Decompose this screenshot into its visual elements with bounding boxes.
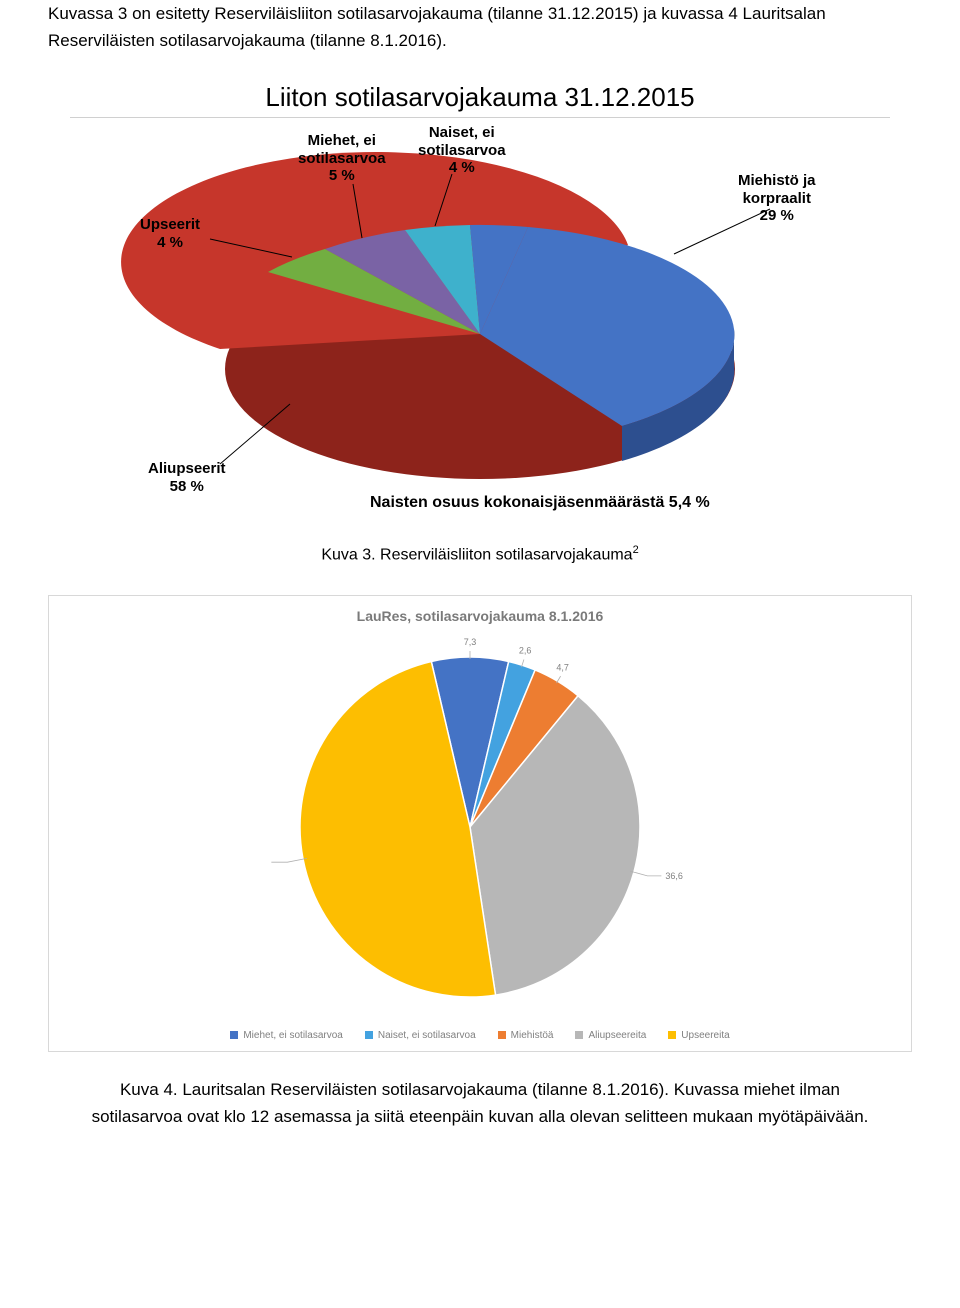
- legend-item: Aliupseereita: [575, 1030, 646, 1041]
- legend-item: Naiset, ei sotilasarvoa: [365, 1030, 476, 1041]
- legend-label: Naiset, ei sotilasarvoa: [378, 1030, 476, 1041]
- chart2-pie: 7,32,64,736,648,7: [270, 632, 690, 1012]
- callout-naiset: Naiset, ei sotilasarvoa 4 %: [418, 124, 506, 176]
- chart2-legend: Miehet, ei sotilasarvoa Naiset, ei sotila…: [49, 1030, 911, 1041]
- chart1-footnote: Naisten osuus kokonaisjäsenmäärästä 5,4 …: [370, 494, 710, 512]
- chart2-data-label: 4,7: [556, 662, 569, 672]
- legend-swatch: [498, 1031, 506, 1039]
- outro-paragraph: Kuva 4. Lauritsalan Reserviläisten sotil…: [48, 1076, 912, 1130]
- legend-swatch: [575, 1031, 583, 1039]
- callout-miehisto: Miehistö ja korpraalit 29 %: [738, 172, 816, 224]
- legend-label: Miehet, ei sotilasarvoa: [243, 1030, 343, 1041]
- caption1-text: Kuva 3. Reserviläisliiton sotilasarvojak…: [321, 547, 632, 564]
- legend-item: Upseereita: [668, 1030, 729, 1041]
- chart1-title: Liiton sotilasarvojakauma 31.12.2015: [70, 82, 890, 118]
- legend-item: Miehistöä: [498, 1030, 554, 1041]
- legend-label: Aliupseereita: [588, 1030, 646, 1041]
- chart2-data-label: 36,6: [665, 871, 683, 881]
- callout-aliupseerit: Aliupseerit 58 %: [148, 460, 226, 495]
- legend-item: Miehet, ei sotilasarvoa: [230, 1030, 343, 1041]
- legend-label: Upseereita: [681, 1030, 729, 1041]
- caption1-sup: 2: [633, 544, 639, 556]
- callout-upseerit: Upseerit 4 %: [140, 216, 200, 251]
- chart1-container: Liiton sotilasarvojakauma 31.12.2015: [70, 82, 890, 524]
- chart2-data-label: 2,6: [519, 645, 532, 655]
- legend-swatch: [230, 1031, 238, 1039]
- chart2-data-label: 7,3: [464, 637, 477, 647]
- legend-swatch: [668, 1031, 676, 1039]
- caption-chart1: Kuva 3. Reserviläisliiton sotilasarvojak…: [48, 544, 912, 564]
- chart2-container: LauRes, sotilasarvojakauma 8.1.2016 7,3 2…: [48, 595, 912, 1052]
- chart2-title: LauRes, sotilasarvojakauma 8.1.2016: [49, 608, 911, 624]
- intro-paragraph: Kuvassa 3 on esitetty Reserviläisliiton …: [48, 0, 912, 54]
- callout-miehet: Miehet, ei sotilasarvoa 5 %: [298, 132, 386, 184]
- legend-label: Miehistöä: [511, 1030, 554, 1041]
- legend-swatch: [365, 1031, 373, 1039]
